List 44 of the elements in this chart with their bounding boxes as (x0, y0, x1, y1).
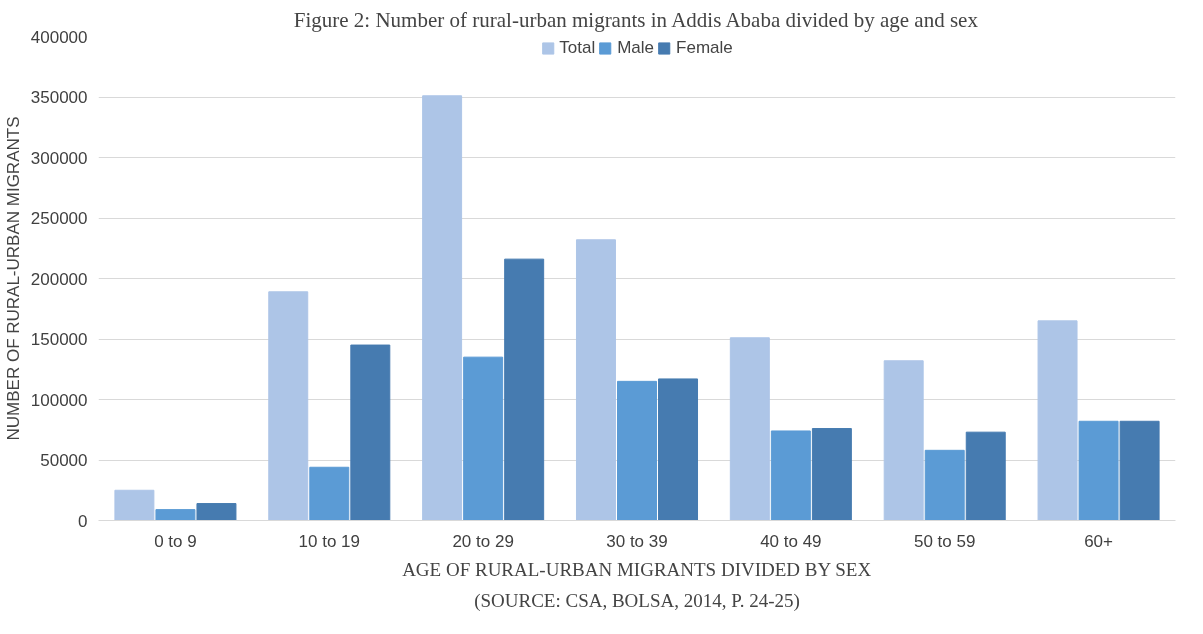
bar (463, 356, 504, 521)
x-tick-label: 10 to 19 (298, 531, 361, 551)
x-axis-title: AGE OF RURAL-URBAN MIGRANTS DIVIDED BY SEX (402, 558, 872, 580)
y-tick-label: 0 (78, 511, 88, 531)
bar (1037, 320, 1078, 521)
legend-label: Total (559, 38, 596, 58)
y-tick-label: 50000 (40, 451, 88, 470)
bar (350, 344, 391, 521)
x-tick-label: 20 to 29 (452, 531, 514, 551)
bar (1119, 420, 1160, 521)
bar (1078, 420, 1119, 521)
bar (658, 378, 699, 521)
y-tick-label: 200000 (30, 269, 88, 289)
x-tick-label: 50 to 59 (913, 531, 976, 551)
bar (155, 509, 196, 521)
bar (309, 466, 350, 521)
text: (SOURCE: CSA, BOLSA, 2014, P. 24-25) (474, 589, 800, 612)
y-tick-label: 250000 (30, 209, 88, 228)
bar (504, 258, 545, 521)
x-tick-label: 40 to 49 (760, 531, 822, 551)
x-tick-label: 30 to 39 (606, 531, 668, 551)
bar (196, 503, 237, 521)
bar (811, 428, 852, 521)
legend-label: Female (676, 38, 733, 58)
bar (729, 337, 770, 521)
legend-label: Male (617, 38, 655, 58)
bar (770, 430, 811, 521)
bar (114, 489, 155, 521)
bar (924, 449, 965, 521)
bar (883, 360, 924, 521)
bar (965, 431, 1006, 521)
bar (617, 380, 657, 521)
bar (575, 239, 616, 521)
y-tick-label: 100000 (30, 390, 88, 410)
y-tick-label: 150000 (30, 330, 88, 349)
bar (268, 291, 309, 521)
x-tick-label: 60+ (1084, 531, 1114, 551)
x-tick-label: 0 to 9 (154, 531, 197, 551)
y-tick-label: 350000 (30, 88, 88, 107)
y-tick-label: 400000 (30, 27, 88, 47)
chart-title: Figure 2: Number of rural-urban migrants in Addis Ababa divided by age and sex (293, 7, 979, 32)
y-axis-title: NUMBER OF RURAL-URBAN MIGRANTS (3, 116, 23, 441)
bar (422, 95, 463, 521)
y-tick-label: 300000 (30, 148, 88, 168)
